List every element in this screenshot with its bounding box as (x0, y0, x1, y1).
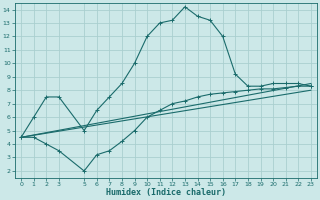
X-axis label: Humidex (Indice chaleur): Humidex (Indice chaleur) (106, 188, 226, 197)
